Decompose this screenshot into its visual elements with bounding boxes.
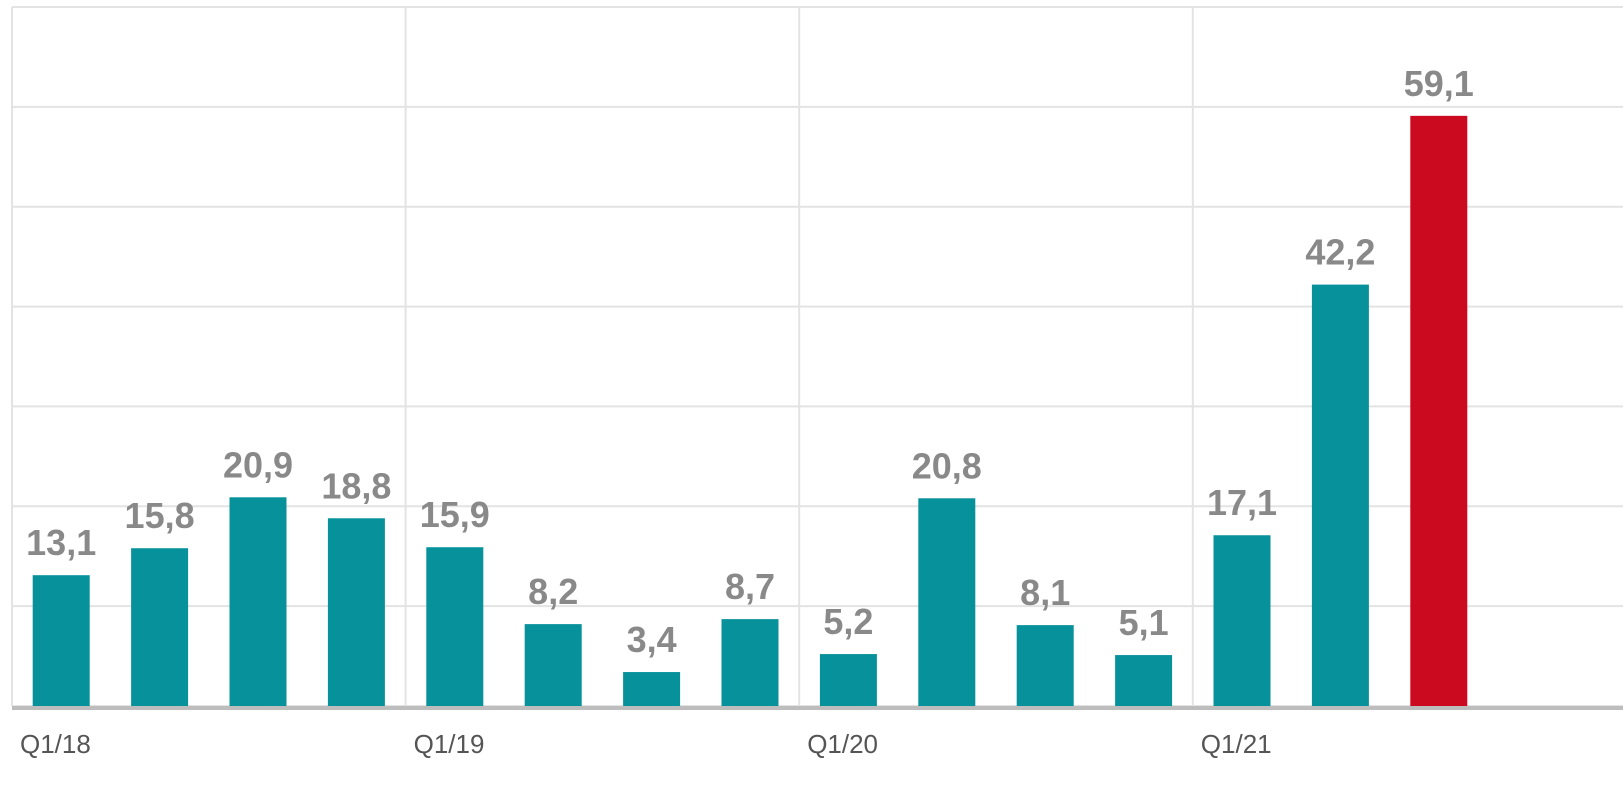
value-label: 8,7 <box>725 566 775 607</box>
bar <box>229 497 287 706</box>
bar <box>721 619 779 706</box>
value-label: 13,1 <box>26 522 96 563</box>
value-label: 5,2 <box>823 601 873 642</box>
value-label: 15,9 <box>420 494 490 535</box>
bar <box>819 654 877 706</box>
value-label: 20,9 <box>223 444 293 485</box>
bar <box>1410 115 1468 706</box>
value-label: 3,4 <box>627 619 677 660</box>
value-label: 42,2 <box>1305 232 1375 273</box>
value-label: 5,1 <box>1119 602 1169 643</box>
bar <box>623 672 681 706</box>
bar <box>32 575 90 706</box>
bar <box>524 624 582 706</box>
bar <box>131 548 189 706</box>
bar <box>426 547 484 706</box>
x-tick-label: Q1/21 <box>1201 729 1272 759</box>
value-label: 8,1 <box>1020 572 1070 613</box>
bar <box>1213 535 1271 706</box>
value-label: 15,8 <box>125 495 195 536</box>
bar <box>1115 655 1173 706</box>
x-tick-label: Q1/18 <box>20 729 91 759</box>
bar <box>327 518 385 706</box>
value-label: 17,1 <box>1207 482 1277 523</box>
value-label: 59,1 <box>1404 63 1474 104</box>
bar <box>1311 284 1369 706</box>
value-label: 18,8 <box>321 465 391 506</box>
bar <box>1016 625 1074 706</box>
value-label: 20,8 <box>912 445 982 486</box>
x-tick-label: Q1/20 <box>807 729 878 759</box>
value-label: 8,2 <box>528 571 578 612</box>
bar <box>918 498 976 706</box>
x-tick-label: Q1/19 <box>414 729 485 759</box>
